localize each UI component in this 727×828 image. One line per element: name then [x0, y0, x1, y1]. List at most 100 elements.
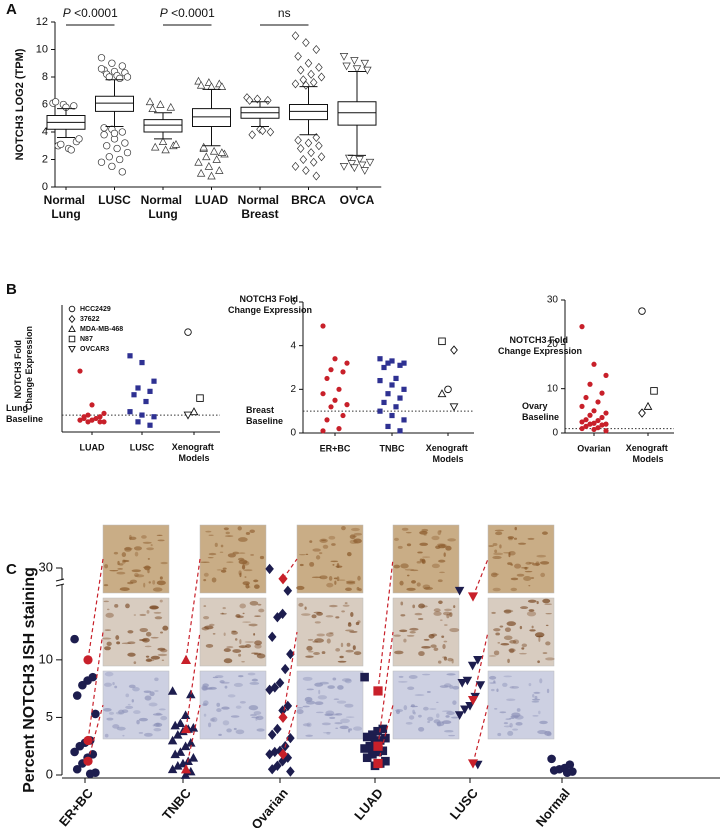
connector: [185, 704, 201, 770]
tissue-texture: [149, 691, 155, 697]
tissue-texture: [341, 525, 346, 531]
data-point: [328, 367, 334, 373]
tissue-texture: [216, 708, 222, 713]
tissue-texture: [394, 650, 404, 655]
legend-marker: [68, 324, 76, 332]
tissue-texture: [253, 633, 256, 636]
tissue-texture: [349, 630, 358, 633]
y-tick-label: 0: [290, 428, 296, 439]
tissue-texture: [304, 606, 307, 610]
tissue-texture: [122, 559, 130, 563]
data-point: [591, 361, 597, 367]
tissue-texture: [499, 625, 504, 628]
data-point: [286, 732, 295, 744]
data-point: [389, 382, 395, 388]
data-point: [108, 162, 116, 171]
data-point: [170, 720, 180, 730]
tissue-texture: [204, 625, 214, 630]
tissue-texture: [224, 685, 228, 689]
data-point: [312, 171, 321, 181]
tissue-texture: [133, 710, 141, 715]
tissue-texture: [337, 685, 344, 690]
data-point: [385, 423, 391, 430]
tissue-texture: [117, 560, 120, 566]
tissue-texture: [329, 604, 338, 608]
tissue-texture: [245, 583, 250, 589]
data-point: [202, 152, 211, 161]
tissue-texture: [134, 551, 139, 557]
tissue-texture: [226, 561, 234, 564]
data-point: [70, 102, 78, 110]
tissue-texture: [488, 545, 494, 547]
tissue-image: [487, 670, 555, 740]
tissue-texture: [319, 552, 323, 555]
x-tick-label: LUAD: [80, 442, 105, 452]
tissue-texture: [490, 572, 498, 578]
tissue-texture: [336, 700, 347, 704]
tissue-image: [487, 524, 555, 594]
data-point: [135, 385, 141, 391]
data-point: [199, 142, 208, 151]
data-point: [89, 402, 95, 408]
tissue-texture: [250, 713, 257, 717]
data-point: [344, 402, 350, 408]
tissue-texture: [538, 636, 541, 642]
data-point: [583, 417, 589, 423]
data-point: [377, 378, 383, 384]
data-point: [583, 394, 589, 401]
tissue-texture: [531, 700, 540, 703]
tissue-texture: [143, 732, 153, 737]
data-point: [291, 161, 300, 171]
tissue-texture: [219, 551, 224, 553]
data-point: [360, 744, 369, 753]
tissue-texture: [506, 621, 517, 627]
tissue-texture: [208, 686, 217, 690]
tissue-texture: [160, 715, 168, 721]
data-point: [217, 82, 227, 90]
tissue-texture: [495, 632, 500, 636]
data-point: [328, 404, 334, 410]
tissue-texture: [154, 616, 163, 620]
tissue-texture: [433, 608, 441, 613]
tissue-texture: [521, 643, 528, 648]
tissue-texture: [540, 572, 546, 578]
data-point: [283, 585, 293, 596]
tissue-texture: [142, 541, 152, 544]
legend-marker: [68, 335, 76, 343]
data-point: [110, 129, 119, 138]
tissue-texture: [410, 705, 418, 708]
tissue-texture: [150, 655, 161, 660]
xenograft-point: [450, 345, 458, 355]
tissue-texture: [341, 610, 345, 613]
data-point: [401, 417, 407, 423]
tissue-texture: [446, 711, 455, 716]
y-axis-title: NOTCH3 Fold Change Expression: [498, 335, 582, 356]
data-point: [579, 403, 585, 409]
tissue-texture: [409, 627, 419, 631]
tissue-texture: [302, 723, 311, 727]
tissue-texture: [109, 569, 119, 572]
tissue-texture: [122, 734, 125, 737]
data-point: [280, 663, 290, 675]
data-point: [253, 94, 262, 104]
highlight-point: [467, 696, 479, 706]
data-point: [320, 428, 326, 434]
tissue-texture: [414, 612, 423, 616]
data-point: [204, 162, 214, 170]
y-tick-label: 2: [42, 153, 48, 165]
data-point: [397, 428, 403, 434]
data-point: [587, 381, 593, 387]
tissue-texture: [403, 705, 408, 711]
tissue-texture: [233, 682, 243, 688]
tissue-texture: [503, 609, 514, 613]
tissue-texture: [237, 537, 248, 542]
data-point: [196, 168, 206, 177]
tissue-texture: [245, 532, 251, 535]
tissue-texture: [125, 693, 130, 698]
tissue-texture: [205, 643, 214, 648]
tissue-texture: [160, 631, 164, 634]
tissue-texture: [254, 644, 262, 649]
tissue-texture: [220, 569, 227, 573]
tissue-texture: [156, 722, 160, 727]
highlight-point: [278, 748, 288, 760]
